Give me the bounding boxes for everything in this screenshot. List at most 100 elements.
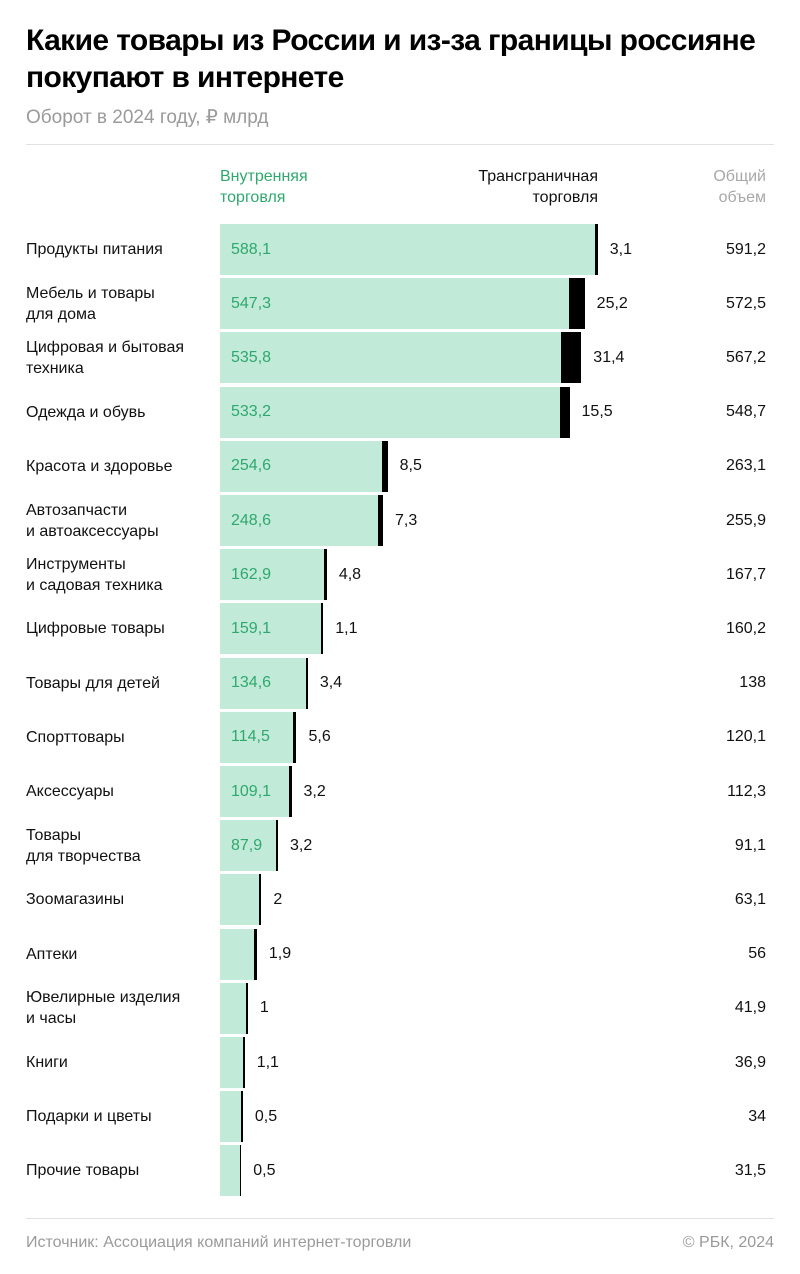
domestic-bar (220, 603, 322, 655)
cross-border-value-label: 31,4 (593, 348, 625, 366)
cross-border-bar (258, 874, 262, 926)
total-value-label: 255,9 (725, 511, 766, 529)
domestic-bar (220, 278, 569, 330)
domestic-bar (220, 386, 560, 438)
footer-divider (26, 1218, 774, 1219)
bar-row: Аптеки 1,9 56 (0, 928, 800, 980)
legend-domestic: Внутренняя торговля (220, 168, 308, 206)
bar-row: Красота и здоровье 254,6 8,5 263,1 (0, 440, 800, 492)
total-value-label: 31,5 (734, 1161, 766, 1179)
source-note: Источник: Ассоциация компаний интернет-т… (26, 1234, 412, 1251)
domestic-bar (220, 874, 259, 926)
cross-border-bar (289, 766, 292, 817)
bar-row: Продукты питания 588,1 3,1 591,2 (0, 224, 800, 275)
bar-row: Зоомагазины 2 63,1 (0, 874, 800, 926)
cross-border-value-label: 7,3 (395, 511, 418, 529)
cross-border-value-label: 3,4 (319, 674, 343, 692)
category-label: Мебель и товары для дома (26, 284, 155, 323)
total-value-label: 63,1 (734, 890, 766, 908)
header-divider (26, 144, 774, 145)
category-label: Цифровая и бытовая техника (26, 338, 185, 377)
cross-border-bar (323, 549, 327, 601)
cross-border-bar (292, 711, 297, 763)
category-label: Товары для творчества (26, 826, 141, 865)
domestic-bar (220, 820, 276, 872)
category-label: Ювелирные изделия и часы (26, 989, 181, 1028)
bar-row: Товары для творчества 87,9 3,2 91,1 (0, 820, 800, 872)
copyright: © РБК, 2024 (682, 1234, 774, 1251)
total-value-label: 56 (748, 945, 766, 963)
domestic-bar (220, 224, 595, 275)
total-value-label: 591,2 (725, 240, 766, 258)
domestic-bar (220, 657, 306, 709)
category-label: Подарки и цветы (26, 1108, 152, 1126)
cross-border-bar (242, 1037, 245, 1088)
cross-border-value-label: 1,1 (256, 1053, 279, 1071)
total-value-label: 41,9 (734, 999, 766, 1017)
domestic-value-label: 159,1 (231, 619, 272, 637)
cross-border-bar (382, 440, 388, 492)
domestic-value-label: 109,1 (231, 782, 272, 800)
domestic-bar (220, 766, 290, 817)
category-label: Продукты питания (26, 241, 163, 258)
category-label: Автозапчасти и автоаксессуары (26, 501, 159, 540)
bar-row: Товары для детей 134,6 3,4 138 (0, 657, 800, 709)
bar-row: Подарки и цветы 0,5 34 (0, 1091, 800, 1143)
category-label: Аксессуары (26, 783, 114, 800)
cross-border-value-label: 1,9 (268, 945, 292, 963)
cross-border-bar (321, 603, 324, 655)
chart-subtitle: Оборот в 2024 году, ₽ млрд (26, 107, 269, 128)
cross-border-bar (561, 332, 582, 384)
cross-border-bar (275, 820, 279, 872)
cross-border-value-label: 8,5 (399, 457, 422, 475)
bar-row: Спорттовары 114,5 5,6 120,1 (0, 711, 800, 763)
domestic-bar (220, 982, 247, 1034)
domestic-value-label: 254,6 (231, 457, 272, 475)
bar-row: Автозапчасти и автоаксессуары 248,6 7,3 255,… (0, 495, 800, 546)
domestic-bar (220, 332, 562, 384)
cross-border-value-label: 3,1 (609, 240, 633, 258)
cross-border-bar (305, 657, 308, 709)
domestic-value-label: 248,6 (231, 511, 272, 529)
cross-border-value-label: 1,1 (335, 619, 358, 637)
domestic-bar (220, 711, 293, 763)
total-value-label: 567,2 (725, 348, 766, 366)
cross-border-bar (254, 928, 257, 980)
cross-border-bar (559, 386, 570, 438)
domestic-value-label: 535,8 (231, 348, 272, 366)
cross-border-value-label: 0,5 (254, 1107, 278, 1125)
cross-border-bar (594, 224, 598, 275)
total-value-label: 263,1 (725, 457, 766, 475)
category-label: Прочие товары (26, 1162, 140, 1180)
cross-border-bar (241, 1091, 243, 1143)
cross-border-value-label: 0,5 (253, 1161, 276, 1179)
bar-row: Одежда и обувь 533,2 15,5 548,7 (0, 386, 800, 438)
cross-border-value-label: 15,5 (581, 403, 613, 421)
bar-row: Цифровые товары 159,1 1,1 160,2 (0, 603, 800, 655)
domestic-value-label: 588,1 (231, 240, 272, 258)
total-value-label: 36,9 (734, 1053, 766, 1071)
legend-cross-border: Трансграничная торговля (478, 168, 598, 206)
bar-row: Книги 1,1 36,9 (0, 1037, 800, 1088)
category-label: Товары для детей (26, 674, 160, 692)
total-value-label: 112,3 (727, 782, 766, 800)
domestic-value-label: 114,5 (231, 728, 270, 746)
domestic-bar (220, 1145, 240, 1197)
domestic-bar (220, 928, 255, 980)
bar-row: Инструменты и садовая техника 162,9 4,8 167,… (0, 549, 800, 601)
category-label: Одежда и обувь (26, 403, 146, 421)
category-label: Аптеки (26, 945, 78, 963)
domestic-bar (220, 495, 379, 546)
cross-border-bar (378, 495, 383, 546)
bar-row: Ювелирные изделия и часы 1 41,9 (0, 982, 800, 1034)
total-value-label: 160,2 (725, 619, 766, 637)
domestic-bar (220, 440, 383, 492)
domestic-value-label: 87,9 (231, 836, 263, 854)
cross-border-value-label: 3,2 (290, 836, 313, 854)
domestic-value-label: 162,9 (231, 565, 272, 583)
total-value-label: 572,5 (725, 294, 766, 312)
domestic-bar (220, 1091, 242, 1143)
cross-border-bar (246, 982, 248, 1034)
bar-row: Мебель и товары для дома 547,3 25,2 572,5 (0, 278, 800, 330)
domestic-bar (220, 1037, 243, 1088)
